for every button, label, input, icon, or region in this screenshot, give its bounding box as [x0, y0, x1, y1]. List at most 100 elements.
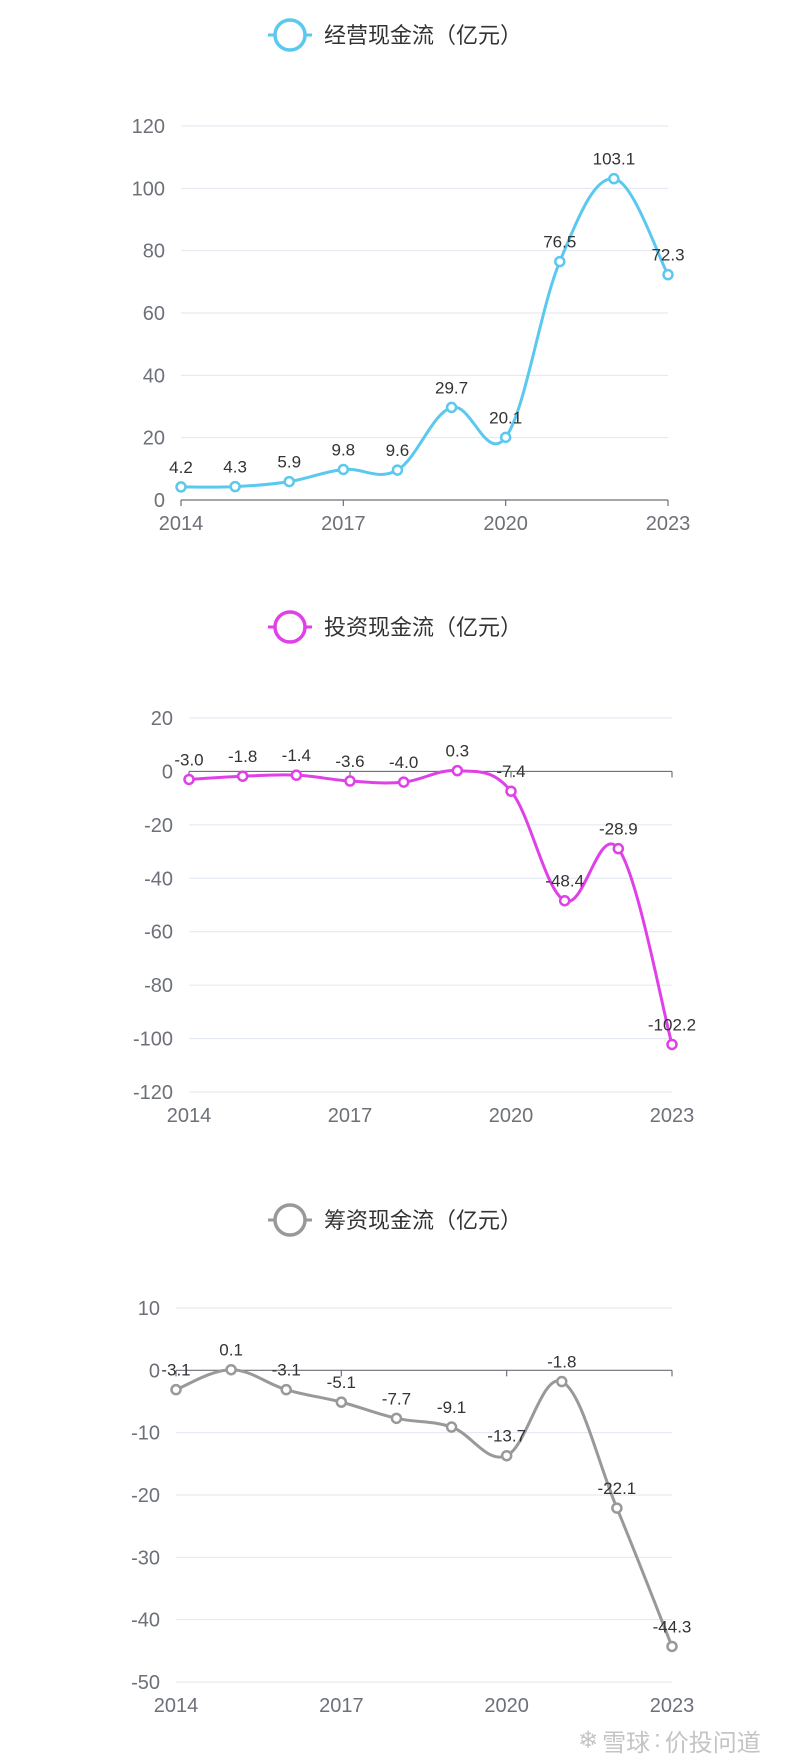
data-point: [225, 1363, 237, 1376]
data-label: -9.1: [437, 1398, 466, 1417]
legend-label: 经营现金流（亿元）: [324, 23, 522, 48]
y-tick-label: 0: [162, 761, 173, 783]
data-point: [390, 1412, 403, 1425]
x-axis: 2014 2017 2020 2023: [159, 500, 691, 535]
y-tick-label: -20: [144, 815, 173, 837]
data-label: 0.3: [446, 742, 470, 761]
y-tick-label: 40: [143, 365, 165, 387]
x-tick-label: 2017: [321, 513, 366, 535]
legend: 投资现金流（亿元）: [268, 610, 522, 644]
data-label: -3.1: [272, 1361, 301, 1380]
x-tick-label: 2020: [489, 1105, 534, 1127]
y-tick-label: -120: [133, 1082, 173, 1104]
data-point: [558, 894, 571, 907]
y-axis: -50 -40 -30 -20 -10 0 10: [131, 1298, 672, 1694]
x-tick-label: 2023: [646, 513, 691, 535]
data-point: [183, 773, 195, 786]
data-point: [611, 1502, 623, 1514]
y-tick-label: -10: [131, 1423, 160, 1445]
data-label: 20.1: [489, 408, 522, 427]
y-tick-label: 0: [154, 490, 165, 512]
data-label: -22.1: [598, 1479, 637, 1498]
data-label: 29.7: [435, 378, 468, 397]
data-point: [554, 255, 566, 268]
data-point: [445, 401, 458, 414]
watermark-author: 价投问道: [664, 1729, 761, 1757]
data-label: 9.6: [386, 441, 410, 460]
y-tick-label: 100: [132, 178, 165, 200]
data-point: [236, 770, 249, 782]
legend: 经营现金流（亿元）: [268, 18, 522, 52]
data-point: [666, 1038, 678, 1051]
y-tick-label: -20: [131, 1485, 160, 1507]
data-label: 0.1: [219, 1341, 243, 1360]
data-point: [391, 464, 404, 476]
y-tick-label: -80: [144, 975, 173, 997]
data-point: [280, 1383, 292, 1396]
legend-label: 筹资现金流（亿元）: [324, 1208, 522, 1233]
y-tick-label: 80: [143, 241, 165, 263]
y-tick-label: 120: [132, 116, 165, 138]
x-tick-label: 2023: [650, 1695, 695, 1717]
data-point: [500, 1449, 513, 1462]
data-label: 72.3: [651, 246, 684, 265]
data-label: -1.8: [547, 1353, 576, 1372]
watermark-brand: 雪球: [602, 1729, 651, 1757]
data-label: 5.9: [277, 453, 301, 472]
data-point: [662, 268, 674, 281]
x-tick-label: 2023: [650, 1105, 695, 1127]
legend: 筹资现金流（亿元）: [268, 1203, 522, 1237]
data-points: 4.2 4.3 5.9 9.8 9.6 29.7 20.1 76.5 103.1 72.3: [169, 150, 685, 493]
data-label: -102.2: [648, 1015, 696, 1034]
snowball-logo-icon: ❄: [578, 1726, 599, 1754]
series-line: [175, 1368, 674, 1648]
x-axis: 2014 2017 2020 2023: [154, 1370, 695, 1717]
x-tick-label: 2014: [154, 1695, 199, 1717]
data-label: -1.4: [282, 746, 311, 765]
data-point: [445, 1421, 458, 1433]
series-line: [180, 177, 670, 489]
data-point: [666, 1640, 678, 1653]
x-tick-label: 2020: [483, 513, 528, 535]
y-tick-label: 60: [143, 303, 165, 325]
data-label: 9.8: [332, 440, 356, 459]
data-label: -3.1: [161, 1361, 190, 1380]
data-point: [290, 769, 303, 781]
data-point: [170, 1383, 182, 1396]
data-label: -13.7: [487, 1427, 526, 1446]
y-tick-label: -40: [131, 1610, 160, 1632]
data-point: [344, 775, 356, 787]
data-point: [451, 764, 464, 777]
series-line: [188, 769, 674, 1045]
y-tick-label: 20: [143, 428, 165, 450]
data-label: -5.1: [327, 1373, 356, 1392]
y-tick-label: -40: [144, 868, 173, 890]
data-label: -3.0: [174, 750, 203, 769]
data-point: [608, 172, 620, 185]
y-tick-label: -50: [131, 1672, 160, 1694]
chart-1: 经营现金流（亿元） 0 20 40 60 80 100 120 2014 2017 2020 2023…: [132, 18, 691, 535]
data-label: -44.3: [653, 1617, 692, 1636]
y-tick-label: 0: [149, 1360, 160, 1382]
x-tick-label: 2017: [319, 1695, 364, 1717]
data-label: 4.2: [169, 458, 193, 477]
data-label: -7.7: [382, 1389, 411, 1408]
x-tick-label: 2017: [328, 1105, 373, 1127]
data-point: [229, 480, 241, 493]
data-label: -1.8: [228, 747, 257, 766]
x-axis: 2014 2017 2020 2023: [167, 771, 695, 1127]
y-tick-label: -100: [133, 1029, 173, 1051]
y-tick-label: -60: [144, 922, 173, 944]
data-label: -48.4: [545, 872, 584, 891]
data-points: -3.0 -1.8 -1.4 -3.6 -4.0 0.3 -7.4 -48.4 -28.9 -10…: [174, 742, 696, 1051]
x-tick-label: 2020: [484, 1695, 529, 1717]
data-label: 103.1: [593, 150, 636, 169]
data-point: [397, 776, 410, 788]
watermark-separator: :: [654, 1726, 661, 1753]
data-label: -7.4: [496, 762, 525, 781]
data-label: -28.9: [599, 820, 638, 839]
data-point: [335, 1396, 348, 1408]
y-tick-label: -30: [131, 1547, 160, 1569]
